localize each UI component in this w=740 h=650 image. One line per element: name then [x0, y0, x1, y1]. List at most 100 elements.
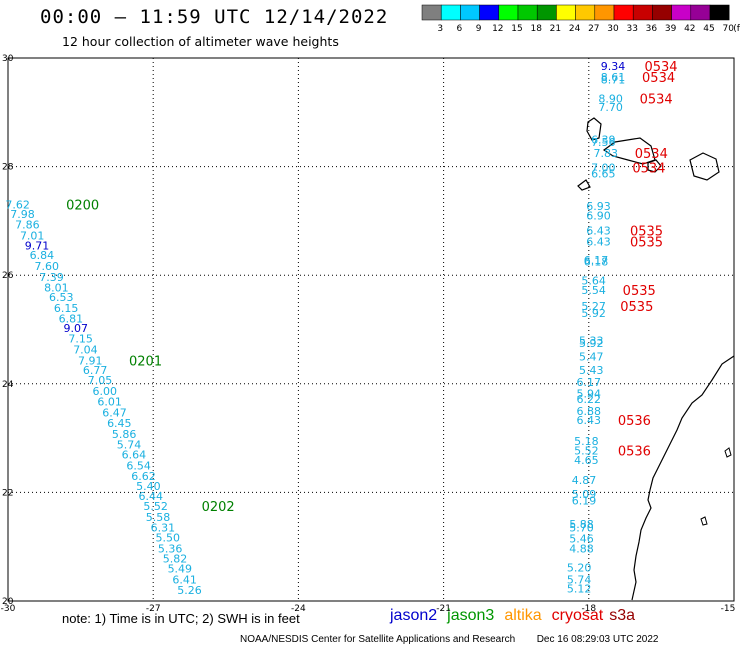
- lat-tick-label: 20: [2, 597, 14, 607]
- colorbar-swatch: [440, 4, 461, 21]
- altimeter-wave-heights: 7.627.987.867.019.716.847.607.398.016.53…: [5, 60, 625, 597]
- colorbar-tick-label: 30: [607, 24, 619, 34]
- wave-height-point: 5.54: [581, 284, 606, 297]
- wave-height-point: 6.44: [139, 490, 164, 503]
- wave-height-point: 8.71: [601, 74, 626, 87]
- lon-tick-label: -18: [581, 604, 596, 614]
- wave-height-point: 6.15: [54, 302, 79, 315]
- wave-height-point: 7.04: [73, 344, 98, 357]
- lat-tick-label: 26: [2, 271, 14, 281]
- lat-tick-label: 28: [2, 163, 14, 173]
- wave-height-point: 6.43: [586, 225, 611, 238]
- wave-height-point: 7.15: [68, 333, 93, 346]
- wave-height-point: 7.00: [591, 162, 616, 175]
- wave-height-point: 6.88: [577, 405, 602, 418]
- wave-height-point: 7.62: [5, 199, 30, 212]
- plot-frame: [7, 57, 735, 602]
- wave-height-point: 5.88: [569, 518, 594, 531]
- pass-time-label: 0534: [640, 93, 673, 108]
- wave-height-point: 7.83: [593, 147, 618, 160]
- colorbar-swatch: [421, 4, 442, 21]
- wave-height-point: 5.47: [579, 351, 604, 364]
- colorbar-tick-label: 39: [665, 24, 677, 34]
- canary-island-gran-canaria: [689, 152, 720, 181]
- lat-tick-label: 30: [2, 54, 14, 64]
- lon-tick-label: -15: [721, 604, 736, 614]
- wave-height-point: 5.70: [569, 522, 594, 535]
- colorbar-swatch: [460, 4, 480, 21]
- wave-height-point: 6.01: [97, 396, 122, 409]
- wave-height-point: 6.77: [83, 364, 108, 377]
- colorbar-tick-label: 9: [476, 24, 482, 34]
- wave-height-point: 5.27: [581, 300, 606, 313]
- wave-height-point: 6.81: [59, 313, 84, 326]
- colorbar-swatch: [671, 4, 692, 21]
- wave-height-point: 6.17: [577, 376, 602, 389]
- map-subtitle: 12 hour collection of altimeter wave hei…: [62, 34, 339, 49]
- wave-height-point: 5.49: [168, 562, 193, 575]
- lat-tick-label: 22: [2, 488, 13, 498]
- colorbar-unit-label: (ft): [733, 24, 740, 34]
- wave-height-point: 5.26: [177, 584, 202, 597]
- coastline: [577, 117, 735, 601]
- pass-time-label: 0201: [129, 354, 162, 369]
- colorbar-tick-label: 42: [684, 24, 695, 34]
- colorbar-tick-label: 36: [646, 24, 658, 34]
- map-title: 00:00 – 11:59 UTC 12/14/2022: [40, 6, 389, 28]
- wave-height-point: 6.84: [30, 249, 55, 262]
- wave-height-point: 5.94: [577, 388, 602, 401]
- lon-tick-label: -30: [1, 604, 16, 614]
- wave-height-point: 5.40: [136, 480, 161, 493]
- wave-height-point: 8.01: [44, 282, 69, 295]
- wave-height-point: 7.01: [20, 230, 45, 243]
- wave-height-point: 4.87: [572, 474, 597, 487]
- wave-height-point: 4.65: [574, 454, 599, 467]
- wave-height-point: 5.52: [574, 445, 599, 458]
- pass-time-label: 0535: [630, 225, 663, 240]
- axis-tick-labels: -30 -27 -24 -21 -18 -15 30 28 26 24 22 20: [1, 54, 736, 614]
- wave-height-point: 6.31: [151, 522, 176, 535]
- wave-height-point: 5.92: [581, 307, 606, 320]
- satellite-legend-cryosat: cryosat: [551, 607, 604, 624]
- satellite-legend-s3a: s3a: [609, 607, 636, 624]
- colorbar-swatch: [479, 4, 500, 21]
- wave-height-point: 7.86: [15, 219, 40, 232]
- pass-time-label: 0535: [620, 300, 653, 315]
- wave-height-point: 5.64: [581, 275, 606, 288]
- wave-height-point: 8.90: [598, 93, 623, 106]
- wave-height-point: 9.07: [64, 322, 89, 335]
- wave-height-point: 5.18: [574, 435, 599, 448]
- credit-line: NOAA/NESDIS Center for Satellite Applica…: [240, 634, 658, 645]
- wave-height-point: 6.00: [93, 385, 118, 398]
- satellite-legend-altika: altika: [504, 607, 542, 624]
- pass-time-label: 0534: [642, 71, 675, 86]
- wave-height-point: 7.39: [39, 271, 64, 284]
- wave-height-point: 6.19: [572, 495, 597, 508]
- colorbar-swatch: [613, 4, 634, 21]
- wave-height-point: 6.47: [102, 407, 127, 420]
- wave-height-point: 6.18: [584, 256, 609, 269]
- credit-text: NOAA/NESDIS Center for Satellite Applica…: [240, 634, 516, 645]
- canary-island-la-palma: [586, 117, 602, 141]
- wave-height-point: 6.90: [586, 209, 611, 222]
- wave-height-point: 5.50: [155, 531, 180, 544]
- african-coast: [631, 355, 735, 601]
- wave-height-point: 6.64: [122, 448, 147, 461]
- wave-height-point: 5.74: [117, 439, 142, 452]
- wave-height-point: 5.52: [143, 500, 168, 513]
- wave-height-point: 5.58: [146, 511, 171, 524]
- wave-height-point: 6.45: [107, 417, 132, 430]
- wave-height-point: 6.54: [126, 459, 151, 472]
- colorbar-tick-label: 6: [457, 24, 463, 34]
- colorbar-swatch: [709, 4, 730, 21]
- wave-height-point: 5.36: [158, 542, 183, 555]
- pass-time-label: 0535: [623, 284, 656, 299]
- colorbar-swatch: [632, 4, 653, 21]
- pass-time-label: 0202: [202, 500, 235, 515]
- lon-tick-label: -24: [291, 604, 306, 614]
- wave-height-point: 4.88: [569, 542, 594, 555]
- pass-time-label: 0536: [618, 414, 651, 429]
- lat-lon-grid: [7, 57, 735, 602]
